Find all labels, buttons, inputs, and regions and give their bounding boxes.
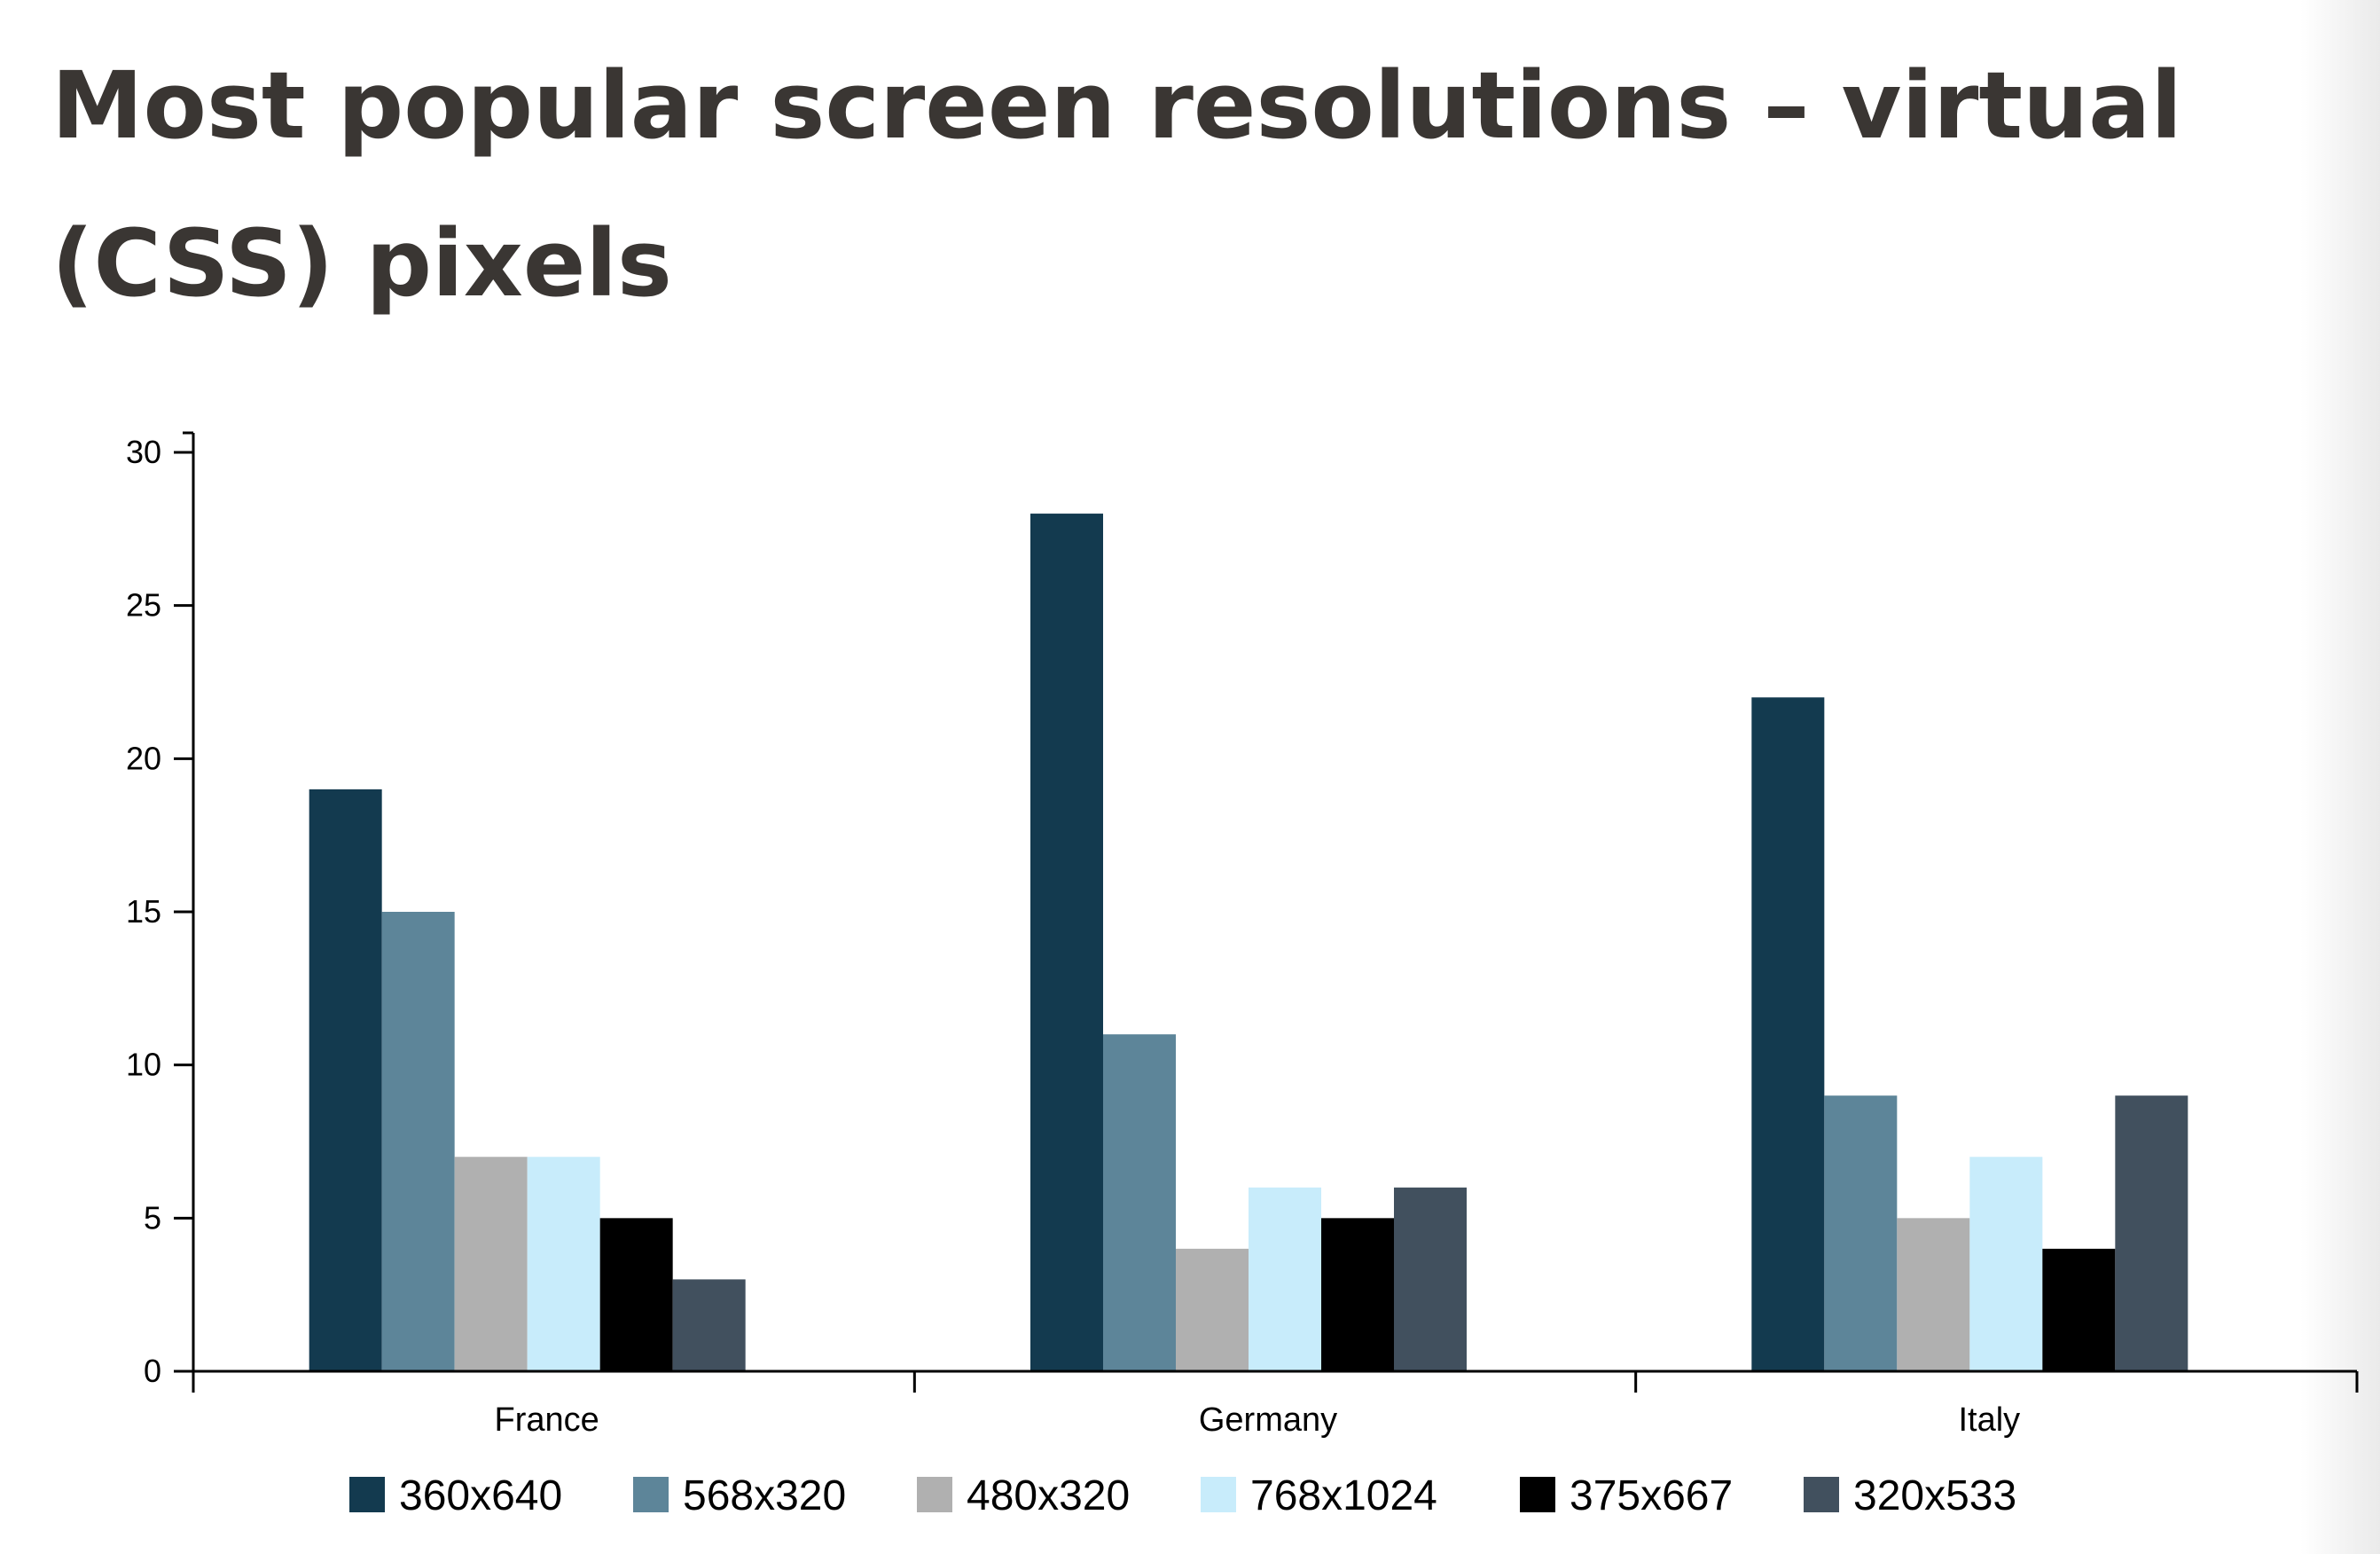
bar-germany-768x1024 — [1249, 1187, 1321, 1371]
bar-germany-480x320 — [1176, 1248, 1249, 1371]
bar-france-360x640 — [309, 789, 382, 1371]
legend-item-360x640: 360x640 — [349, 1472, 562, 1519]
page-edge-shadow — [2300, 0, 2380, 1554]
x-tick-label-france: France — [495, 1401, 599, 1439]
legend-label-480x320: 480x320 — [967, 1472, 1130, 1519]
legend-label-360x640: 360x640 — [399, 1472, 562, 1519]
page-title: Most popular screen resolutions – virtua… — [51, 51, 2182, 318]
legend-swatch-480x320 — [917, 1477, 952, 1512]
bar-france-375x667 — [599, 1218, 673, 1371]
y-tick-label-5: 5 — [144, 1199, 161, 1236]
bar-germany-568x320 — [1103, 1034, 1176, 1371]
bar-france-768x1024 — [527, 1157, 600, 1371]
y-tick-label-25: 25 — [126, 587, 161, 624]
x-tick-label-italy: Italy — [1958, 1401, 2020, 1439]
legend-item-768x1024: 768x1024 — [1201, 1472, 1437, 1519]
legend-label-568x320: 568x320 — [683, 1472, 846, 1519]
legend: 360x640 568x320 480x320 768x1024 375x667 320x… — [349, 1472, 2016, 1519]
legend-item-568x320: 568x320 — [633, 1472, 846, 1519]
y-tick-label-20: 20 — [126, 740, 161, 776]
bar-france-480x320 — [454, 1157, 528, 1371]
legend-swatch-768x1024 — [1201, 1477, 1236, 1512]
legend-swatch-568x320 — [633, 1477, 669, 1512]
y-tick-label-15: 15 — [126, 893, 161, 930]
bar-germany-375x667 — [1321, 1218, 1394, 1371]
y-tick-label-0: 0 — [144, 1353, 161, 1389]
bar-italy-568x320 — [1824, 1095, 1898, 1371]
legend-swatch-360x640 — [349, 1477, 385, 1512]
bars-layer — [309, 514, 2188, 1371]
y-tick-label-10: 10 — [126, 1047, 161, 1083]
y-tick-label-30: 30 — [126, 434, 161, 470]
x-tick-label-germany: Germany — [1199, 1401, 1337, 1439]
bar-france-320x533 — [672, 1279, 746, 1371]
bar-italy-375x667 — [2042, 1248, 2116, 1371]
legend-item-320x533: 320x533 — [1804, 1472, 2016, 1519]
bar-italy-320x533 — [2115, 1095, 2188, 1371]
bar-italy-480x320 — [1897, 1218, 1970, 1371]
legend-item-480x320: 480x320 — [917, 1472, 1130, 1519]
bar-france-568x320 — [381, 912, 455, 1371]
bar-germany-320x533 — [1394, 1187, 1467, 1371]
legend-label-375x667: 375x667 — [1570, 1472, 1733, 1519]
legend-item-375x667: 375x667 — [1520, 1472, 1733, 1519]
bar-italy-360x640 — [1751, 697, 1825, 1371]
legend-label-320x533: 320x533 — [1853, 1472, 2016, 1519]
legend-swatch-375x667 — [1520, 1477, 1555, 1512]
legend-swatch-320x533 — [1804, 1477, 1839, 1512]
bar-germany-360x640 — [1030, 514, 1103, 1371]
legend-label-768x1024: 768x1024 — [1250, 1472, 1437, 1519]
axes-layer: 0 5 10 15 20 25 30 France Germany Italy — [126, 431, 2359, 1439]
bar-italy-768x1024 — [1969, 1157, 2043, 1371]
